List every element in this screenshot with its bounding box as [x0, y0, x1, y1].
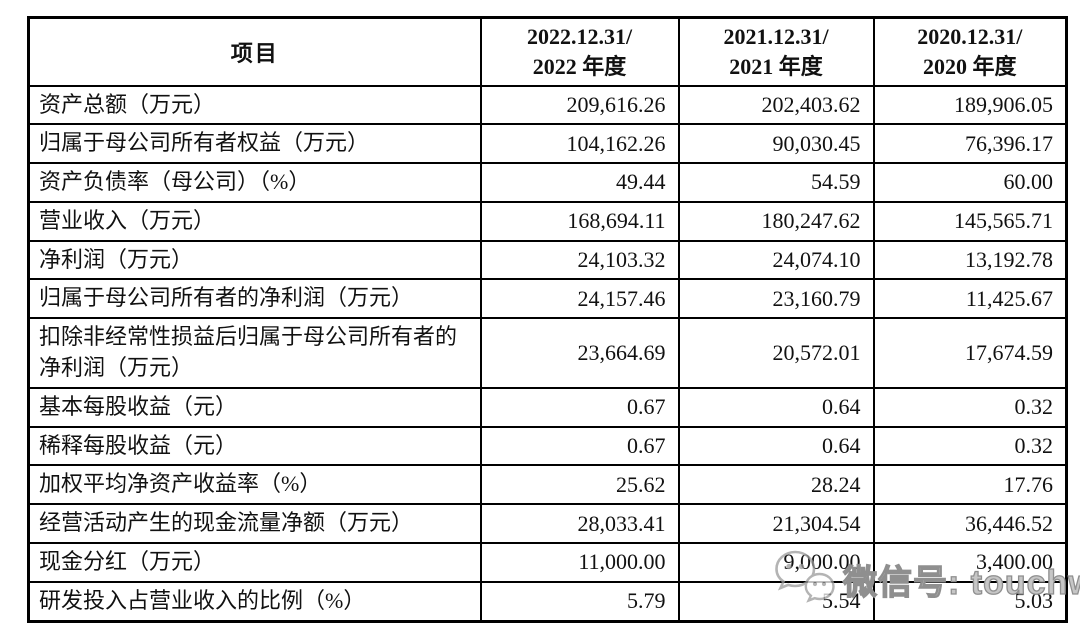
cell-2022: 5.79	[479, 580, 680, 623]
table-row: 稀释每股收益（元） 0.67 0.64 0.32	[27, 425, 1068, 467]
row-label: 经营活动产生的现金流量净额（万元）	[27, 503, 482, 545]
table-row: 研发投入占营业收入的比例（%） 5.79 5.54 5.03	[27, 580, 1068, 623]
table-row: 资产负债率（母公司）（%） 49.44 54.59 60.00	[27, 162, 1068, 203]
cell-2020: 3,400.00	[872, 542, 1068, 583]
table-row: 营业收入（万元） 168,694.11 180,247.62 145,565.7…	[27, 200, 1068, 242]
table-row: 归属于母公司所有者权益（万元） 104,162.26 90,030.45 76,…	[27, 123, 1068, 165]
row-label: 扣除非经常性损益后归属于母公司所有者的净利润（万元）	[27, 317, 482, 389]
table-row: 归属于母公司所有者的净利润（万元） 24,157.46 23,160.79 11…	[27, 278, 1068, 320]
cell-2022: 0.67	[479, 425, 680, 467]
cell-2020: 60.00	[872, 162, 1068, 203]
cell-2021: 0.64	[677, 386, 875, 428]
column-header-2021-line1: 2021.12.31/	[723, 24, 829, 50]
column-header-item: 项目	[27, 16, 482, 87]
row-label: 现金分红（万元）	[27, 542, 482, 583]
cell-2021: 0.64	[677, 425, 875, 467]
cell-2021: 9,000.00	[677, 542, 875, 583]
row-label: 基本每股收益（元）	[27, 386, 482, 428]
financial-summary-table: 项目 2022.12.31/ 2022 年度 2021.12.31/ 2021 …	[27, 16, 1068, 623]
row-label: 资产总额（万元）	[27, 84, 482, 126]
table-row: 经营活动产生的现金流量净额（万元） 28,033.41 21,304.54 36…	[27, 503, 1068, 545]
row-label: 资产负债率（母公司）（%）	[27, 162, 482, 203]
cell-2022: 28,033.41	[479, 503, 680, 545]
cell-2021: 21,304.54	[677, 503, 875, 545]
table-row: 现金分红（万元） 11,000.00 9,000.00 3,400.00	[27, 542, 1068, 583]
cell-2022: 24,157.46	[479, 278, 680, 320]
table-row: 加权平均净资产收益率（%） 25.62 28.24 17.76	[27, 464, 1068, 506]
cell-2022: 0.67	[479, 386, 680, 428]
row-label: 营业收入（万元）	[27, 200, 482, 242]
cell-2022: 23,664.69	[479, 317, 680, 389]
cell-2021: 5.54	[677, 580, 875, 623]
table-header-row: 项目 2022.12.31/ 2022 年度 2021.12.31/ 2021 …	[27, 16, 1068, 87]
cell-2021: 54.59	[677, 162, 875, 203]
table-row: 扣除非经常性损益后归属于母公司所有者的净利润（万元） 23,664.69 20,…	[27, 317, 1068, 389]
column-header-2022-line1: 2022.12.31/	[526, 24, 633, 50]
row-label: 归属于母公司所有者权益（万元）	[27, 123, 482, 165]
cell-2021: 23,160.79	[677, 278, 875, 320]
cell-2022: 209,616.26	[479, 84, 680, 126]
cell-2020: 5.03	[872, 580, 1068, 623]
row-label: 稀释每股收益（元）	[27, 425, 482, 467]
cell-2021: 28.24	[677, 464, 875, 506]
cell-2021: 90,030.45	[677, 123, 875, 165]
cell-2020: 76,396.17	[872, 123, 1068, 165]
cell-2020: 11,425.67	[872, 278, 1068, 320]
table-row: 资产总额（万元） 209,616.26 202,403.62 189,906.0…	[27, 84, 1068, 126]
cell-2020: 17,674.59	[872, 317, 1068, 389]
row-label: 研发投入占营业收入的比例（%）	[27, 580, 482, 623]
cell-2020: 0.32	[872, 425, 1068, 467]
cell-2020: 36,446.52	[872, 503, 1068, 545]
column-header-2021-line2: 2021 年度	[729, 53, 823, 79]
cell-2020: 17.76	[872, 464, 1068, 506]
column-header-2022-line2: 2022 年度	[532, 53, 627, 79]
cell-2021: 202,403.62	[677, 84, 875, 126]
cell-2021: 20,572.01	[677, 317, 875, 389]
cell-2020: 13,192.78	[872, 239, 1068, 281]
cell-2022: 104,162.26	[479, 123, 680, 165]
cell-2022: 24,103.32	[479, 239, 680, 281]
cell-2020: 0.32	[872, 386, 1068, 428]
column-header-2020-line2: 2020 年度	[922, 53, 1017, 79]
row-label: 加权平均净资产收益率（%）	[27, 464, 482, 506]
cell-2022: 11,000.00	[479, 542, 680, 583]
table-row: 净利润（万元） 24,103.32 24,074.10 13,192.78	[27, 239, 1068, 281]
cell-2020: 145,565.71	[872, 200, 1068, 242]
column-header-2021: 2021.12.31/ 2021 年度	[677, 16, 875, 87]
cell-2020: 189,906.05	[872, 84, 1068, 126]
cell-2021: 24,074.10	[677, 239, 875, 281]
row-label: 归属于母公司所有者的净利润（万元）	[27, 278, 482, 320]
row-label: 净利润（万元）	[27, 239, 482, 281]
column-header-2020: 2020.12.31/ 2020 年度	[872, 16, 1068, 87]
cell-2022: 168,694.11	[479, 200, 680, 242]
column-header-2022: 2022.12.31/ 2022 年度	[479, 16, 680, 87]
cell-2021: 180,247.62	[677, 200, 875, 242]
cell-2022: 49.44	[479, 162, 680, 203]
table-row: 基本每股收益（元） 0.67 0.64 0.32	[27, 386, 1068, 428]
column-header-2020-line1: 2020.12.31/	[917, 24, 1023, 50]
cell-2022: 25.62	[479, 464, 680, 506]
